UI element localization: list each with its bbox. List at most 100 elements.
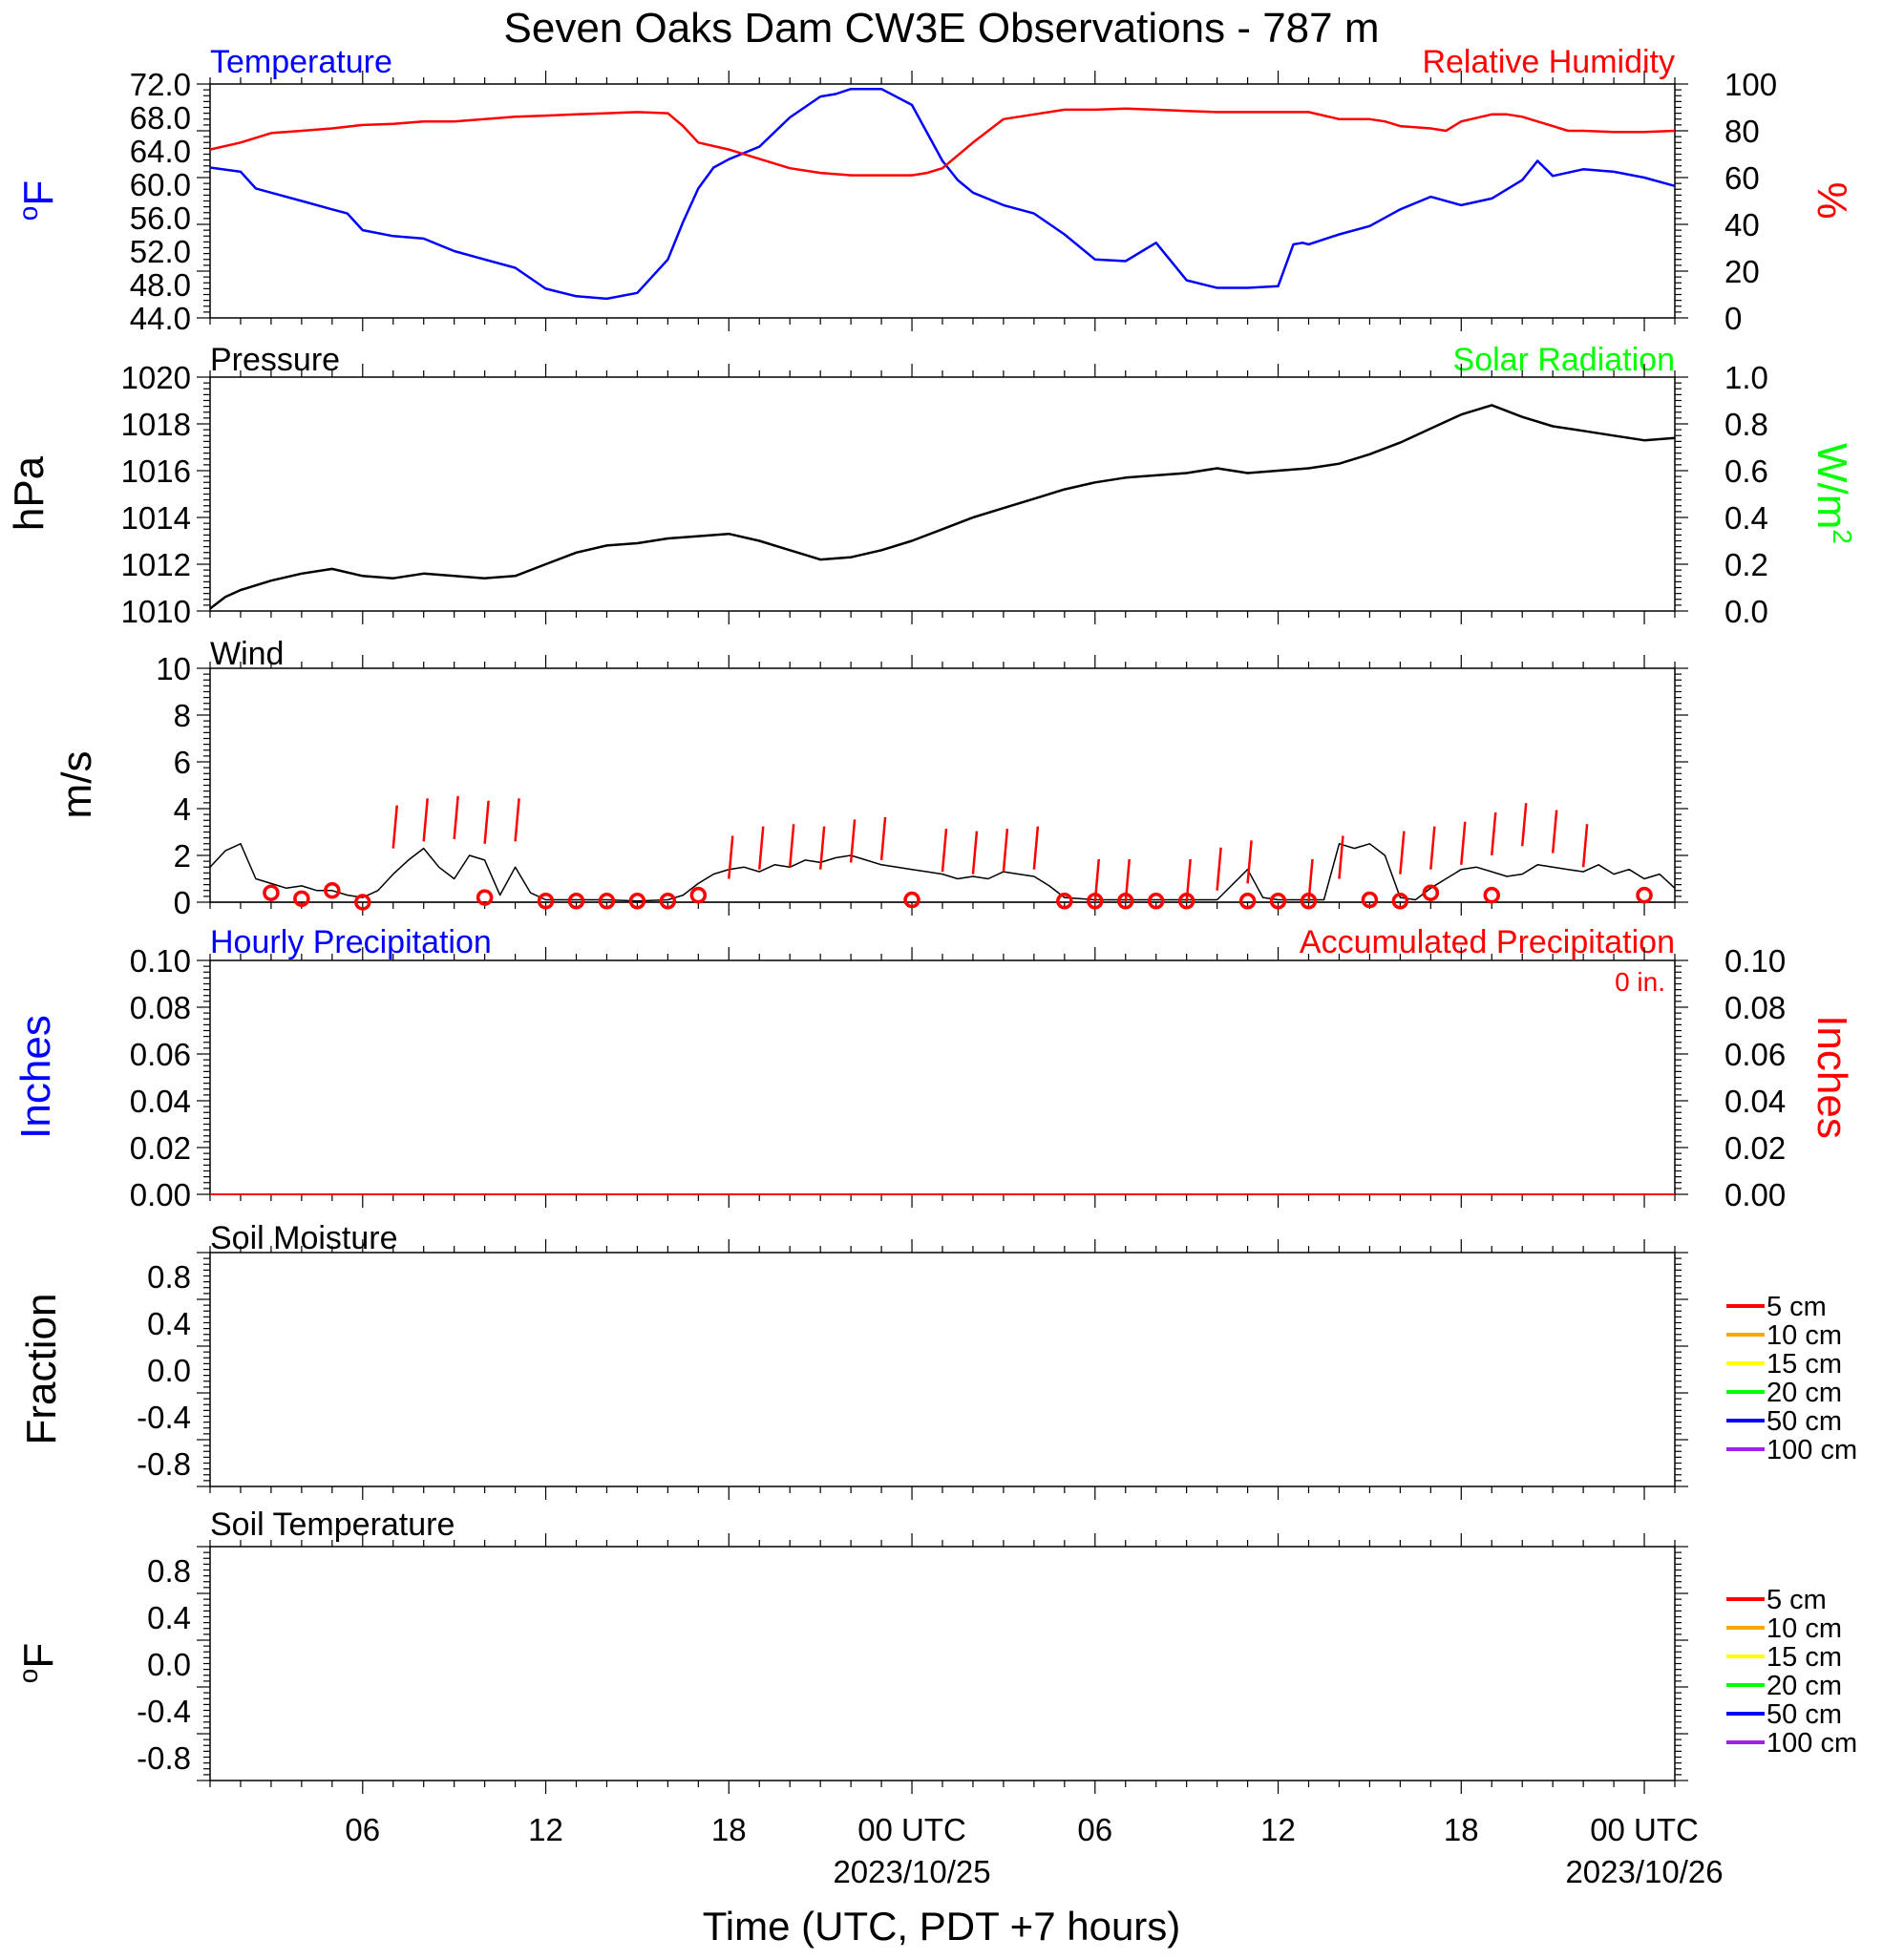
wind-marker [567, 893, 585, 910]
precip-ytick-right: 0.02 [1724, 1130, 1786, 1166]
soil-moisture-ytick: -0.8 [137, 1446, 191, 1482]
wind-marker [1147, 893, 1165, 910]
soil-moisture-panel: Soil Moisture 0.8 0.4 0.0 -0.4 -0.8 Frac… [18, 1220, 1857, 1487]
wind-marker [1056, 893, 1073, 910]
soil-temperature-legend: 5 cm 10 cm 15 cm 20 cm 50 cm 100 cm [1726, 1585, 1857, 1759]
soil-temperature-panel: Soil Temperature 0.8 0.4 0.0 -0.4 -0.8 o… [13, 1507, 1857, 1781]
wind-panel: Wind 10 8 6 4 2 0 m/s [53, 636, 1676, 920]
wind-ytick: 10 [156, 651, 191, 686]
legend-item: 100 cm [1726, 1728, 1857, 1759]
precip-ytick-right: 0.10 [1724, 943, 1786, 979]
precip-ylabel-left: Inches [12, 1015, 59, 1139]
solar-ytick: 0.2 [1724, 547, 1768, 582]
temp-ytick: 52.0 [130, 234, 191, 269]
rh-ytick: 100 [1724, 67, 1777, 102]
wind-barb [1246, 840, 1253, 884]
pressure-ytick: 1018 [121, 407, 191, 442]
rh-ytick: 60 [1724, 160, 1760, 196]
wind-barb [1124, 858, 1131, 903]
wind-barb [728, 835, 734, 879]
temperature-line [209, 87, 1676, 301]
wind-barb [849, 819, 857, 863]
wind-barb [1429, 826, 1436, 870]
wind-marker [659, 893, 677, 910]
soil-temperature-title: Soil Temperature [210, 1507, 455, 1543]
solar-ylabel: W/m2 [1809, 443, 1857, 544]
x-tick-labels: 06 12 18 00 UTC 06 12 18 00 UTC 2023/10/… [345, 1812, 1723, 1889]
accum-precip-total: 0 in. [1615, 967, 1665, 997]
solar-yticks-right: 1.0 0.8 0.6 0.4 0.2 0.0 [1724, 360, 1768, 629]
wind-marker [689, 886, 708, 904]
precip-ytick-right: 0.06 [1724, 1037, 1786, 1072]
x-tick-label: 12 [1260, 1812, 1296, 1847]
wind-marker [1238, 893, 1257, 910]
legend-item: 10 cm [1726, 1320, 1842, 1351]
wind-barb [483, 800, 490, 844]
wind-marker [324, 882, 341, 899]
precip-ytick-right: 0.08 [1724, 990, 1786, 1025]
soil-temp-ytick: 0.0 [147, 1647, 191, 1682]
pressure-ytick: 1016 [121, 453, 191, 489]
accum-precip-title: Accumulated Precipitation [1300, 924, 1675, 960]
wind-yticks-left: 10 8 6 4 2 0 [156, 651, 191, 920]
soil-temp-ytick: 0.8 [147, 1553, 191, 1589]
pressure-panel: Pressure Solar Radiation 1020 1018 1016 … [6, 342, 1857, 629]
solar-ytick: 1.0 [1724, 360, 1768, 395]
soil-temp-yticks: 0.8 0.4 0.0 -0.4 -0.8 [137, 1553, 191, 1776]
temp-ytick: 48.0 [130, 267, 191, 303]
relative-humidity-title: Relative Humidity [1422, 44, 1675, 80]
pressure-ytick: 1014 [121, 500, 191, 536]
temp-ytick: 56.0 [130, 200, 191, 236]
wind-barb [453, 795, 459, 839]
soil-moisture-ylabel: Fraction [18, 1294, 65, 1445]
soil-temp-ylabel: oF [13, 1643, 62, 1683]
solar-radiation-title: Solar Radiation [1453, 342, 1675, 378]
wind-barb [1338, 835, 1344, 879]
rh-ytick: 20 [1724, 254, 1760, 289]
soil-moisture-ytick: 0.4 [147, 1306, 191, 1341]
wind-barb [1216, 847, 1222, 891]
legend-item: 50 cm [1726, 1406, 1842, 1437]
wind-barb [391, 805, 398, 849]
legend-item: 5 cm [1726, 1585, 1827, 1615]
wind-marker [1391, 893, 1409, 910]
temperature-yticks-left: 72.0 68.0 64.0 60.0 56.0 52.0 48.0 44.0 [130, 67, 191, 336]
wind-barb [1581, 824, 1589, 868]
temperature-ylabel: oF [13, 180, 62, 221]
soil-temperature-plot-frame [209, 1546, 1676, 1781]
wind-marker [628, 893, 646, 910]
pressure-plot-frame [209, 376, 1676, 612]
wind-barb [1460, 821, 1467, 865]
legend-item: 100 cm [1726, 1435, 1857, 1465]
legend-label: 10 cm [1767, 1320, 1842, 1351]
legend-label: 50 cm [1767, 1699, 1842, 1730]
wind-title: Wind [210, 636, 284, 672]
wind-marker [354, 894, 371, 911]
solar-ytick: 0.4 [1724, 500, 1768, 536]
pressure-ytick: 1020 [121, 360, 191, 395]
legend-item: 10 cm [1726, 1613, 1842, 1644]
precip-ytick: 0.04 [130, 1084, 191, 1119]
pressure-ylabel: hPa [6, 455, 53, 531]
chart-marks [209, 87, 1676, 1195]
wind-barb [1551, 810, 1558, 854]
wind-marker [293, 890, 310, 908]
legend-label: 20 cm [1767, 1671, 1842, 1701]
legend-label: 20 cm [1767, 1378, 1842, 1408]
x-tick-label: 00 UTC [1590, 1812, 1699, 1847]
wind-barb [1307, 858, 1314, 903]
soil-moisture-legend: 5 cm 10 cm 15 cm 20 cm 50 cm 100 cm [1726, 1292, 1857, 1465]
pressure-ytick: 1012 [121, 547, 191, 582]
solar-ytick: 0.8 [1724, 407, 1768, 442]
precipitation-panel: Hourly Precipitation Accumulated Precipi… [12, 924, 1855, 1212]
wind-barb [514, 798, 520, 842]
legend-label: 10 cm [1767, 1613, 1842, 1644]
wind-barb [941, 829, 948, 873]
wind-barb [1093, 858, 1101, 903]
precip-ytick: 0.10 [130, 943, 191, 979]
precip-ytick: 0.08 [130, 990, 191, 1025]
legend-item: 20 cm [1726, 1378, 1842, 1408]
temp-ytick: 64.0 [130, 134, 191, 169]
wind-marker [598, 893, 616, 910]
